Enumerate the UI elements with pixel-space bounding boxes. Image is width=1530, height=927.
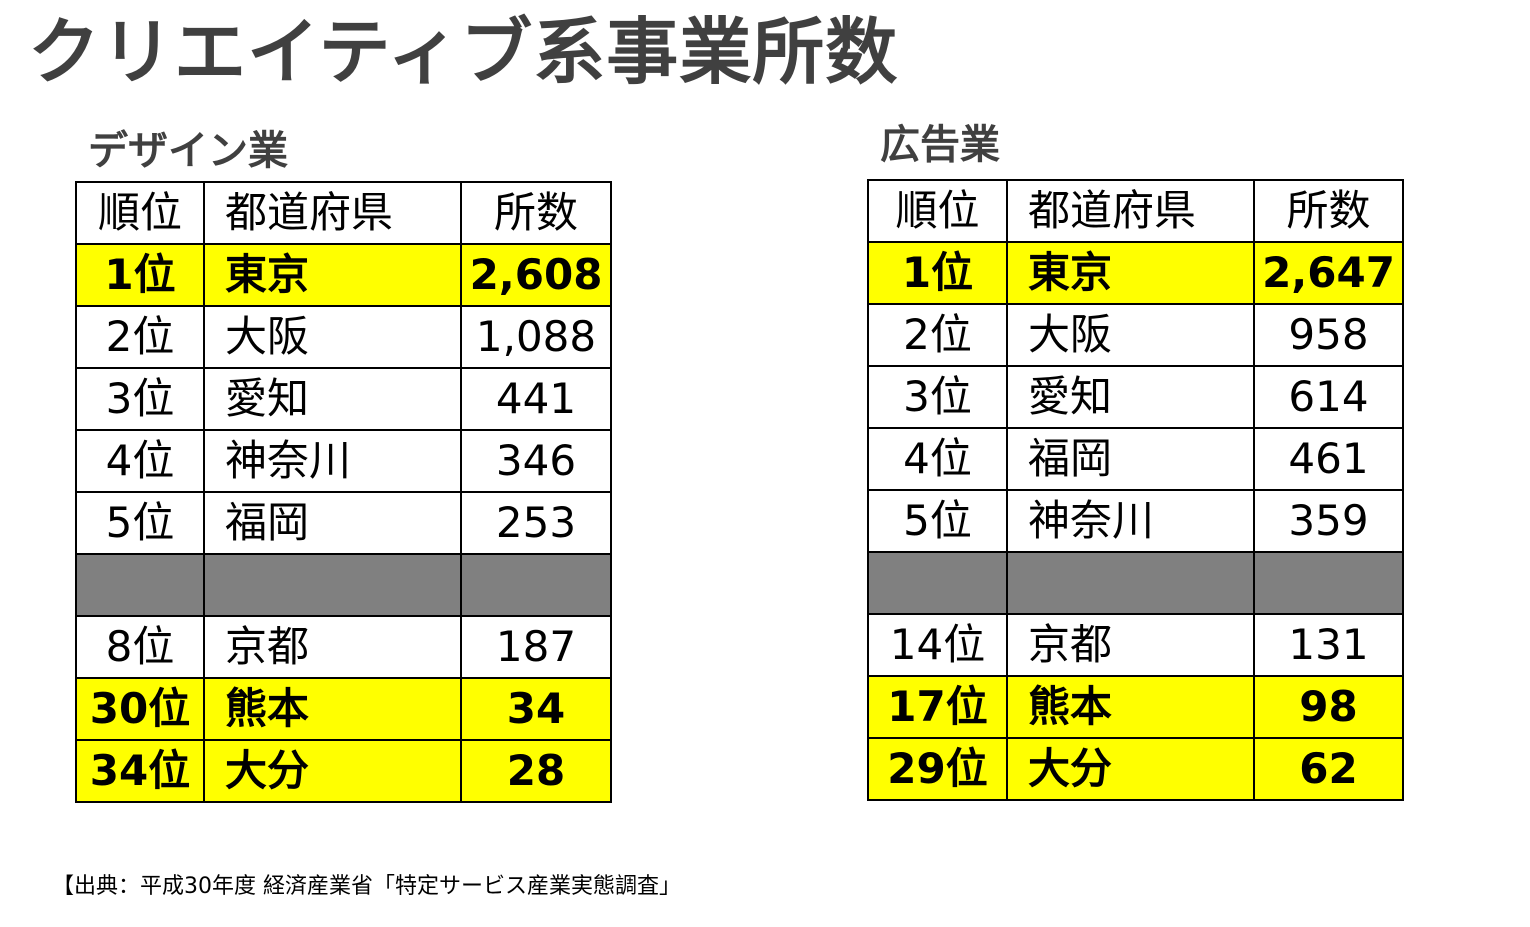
count-cell: 131 <box>1253 613 1404 677</box>
table-row: 14位 京都 131 <box>867 613 1404 677</box>
separator-cell <box>203 553 462 617</box>
table-row: 1位 東京 2,608 <box>75 243 612 307</box>
count-cell: 187 <box>460 615 612 679</box>
rank-cell: 1位 <box>75 243 205 307</box>
count-cell: 614 <box>1253 365 1404 429</box>
table-row: 30位 熊本 34 <box>75 677 612 741</box>
header-rank: 順位 <box>867 179 1008 243</box>
table-row: 3位 愛知 614 <box>867 365 1404 429</box>
header-prefecture: 都道府県 <box>1006 179 1255 243</box>
header-count: 所数 <box>460 181 612 245</box>
count-cell: 461 <box>1253 427 1404 491</box>
table-row: 29位 大分 62 <box>867 737 1404 801</box>
separator-cell <box>75 553 205 617</box>
rank-cell: 5位 <box>867 489 1008 553</box>
rank-cell: 2位 <box>867 303 1008 367</box>
source-citation: 【出典：平成30年度 経済産業省「特定サービス産業実態調査」 <box>52 874 681 899</box>
header-prefecture: 都道府県 <box>203 181 462 245</box>
count-cell: 441 <box>460 367 612 431</box>
separator-row <box>75 553 612 617</box>
count-cell: 958 <box>1253 303 1404 367</box>
rank-cell: 2位 <box>75 305 205 369</box>
table-row: 2位 大阪 1,088 <box>75 305 612 369</box>
count-cell: 62 <box>1253 737 1404 801</box>
count-cell: 34 <box>460 677 612 741</box>
rank-cell: 4位 <box>75 429 205 493</box>
header-rank: 順位 <box>75 181 205 245</box>
design-ranking-table: 順位 都道府県 所数 1位 東京 2,608 2位 大阪 1,088 3位 愛知… <box>75 181 612 803</box>
table-row: 5位 福岡 253 <box>75 491 612 555</box>
count-cell: 346 <box>460 429 612 493</box>
header-count: 所数 <box>1253 179 1404 243</box>
prefecture-cell: 神奈川 <box>1006 489 1255 553</box>
count-cell: 2,608 <box>460 243 612 307</box>
prefecture-cell: 大分 <box>1006 737 1255 801</box>
prefecture-cell: 大阪 <box>203 305 462 369</box>
prefecture-cell: 熊本 <box>203 677 462 741</box>
table-header-row: 順位 都道府県 所数 <box>867 179 1404 243</box>
count-cell: 2,647 <box>1253 241 1404 305</box>
table-row: 2位 大阪 958 <box>867 303 1404 367</box>
count-cell: 98 <box>1253 675 1404 739</box>
prefecture-cell: 愛知 <box>203 367 462 431</box>
separator-row <box>867 551 1404 615</box>
prefecture-cell: 福岡 <box>203 491 462 555</box>
table-row: 1位 東京 2,647 <box>867 241 1404 305</box>
prefecture-cell: 神奈川 <box>203 429 462 493</box>
rank-cell: 3位 <box>867 365 1008 429</box>
prefecture-cell: 福岡 <box>1006 427 1255 491</box>
prefecture-cell: 京都 <box>203 615 462 679</box>
table-row: 4位 福岡 461 <box>867 427 1404 491</box>
rank-cell: 8位 <box>75 615 205 679</box>
count-cell: 359 <box>1253 489 1404 553</box>
prefecture-cell: 大分 <box>203 739 462 803</box>
separator-cell <box>867 551 1008 615</box>
count-cell: 1,088 <box>460 305 612 369</box>
prefecture-cell: 大阪 <box>1006 303 1255 367</box>
prefecture-cell: 愛知 <box>1006 365 1255 429</box>
table-row: 17位 熊本 98 <box>867 675 1404 739</box>
rank-cell: 29位 <box>867 737 1008 801</box>
rank-cell: 34位 <box>75 739 205 803</box>
count-cell: 28 <box>460 739 612 803</box>
table-row: 3位 愛知 441 <box>75 367 612 431</box>
prefecture-cell: 京都 <box>1006 613 1255 677</box>
advertising-ranking-table: 順位 都道府県 所数 1位 東京 2,647 2位 大阪 958 3位 愛知 6… <box>867 179 1404 801</box>
table-row: 34位 大分 28 <box>75 739 612 803</box>
table-row: 5位 神奈川 359 <box>867 489 1404 553</box>
separator-cell <box>1006 551 1255 615</box>
table-row: 8位 京都 187 <box>75 615 612 679</box>
count-cell: 253 <box>460 491 612 555</box>
prefecture-cell: 熊本 <box>1006 675 1255 739</box>
page-title: クリエイティブ系事業所数 <box>28 10 899 94</box>
rank-cell: 3位 <box>75 367 205 431</box>
separator-cell <box>1253 551 1404 615</box>
table-header-row: 順位 都道府県 所数 <box>75 181 612 245</box>
rank-cell: 17位 <box>867 675 1008 739</box>
prefecture-cell: 東京 <box>203 243 462 307</box>
rank-cell: 1位 <box>867 241 1008 305</box>
rank-cell: 5位 <box>75 491 205 555</box>
rank-cell: 14位 <box>867 613 1008 677</box>
advertising-section-title: 広告業 <box>880 122 1000 168</box>
prefecture-cell: 東京 <box>1006 241 1255 305</box>
table-row: 4位 神奈川 346 <box>75 429 612 493</box>
separator-cell <box>460 553 612 617</box>
design-section-title: デザイン業 <box>88 128 288 174</box>
rank-cell: 30位 <box>75 677 205 741</box>
rank-cell: 4位 <box>867 427 1008 491</box>
